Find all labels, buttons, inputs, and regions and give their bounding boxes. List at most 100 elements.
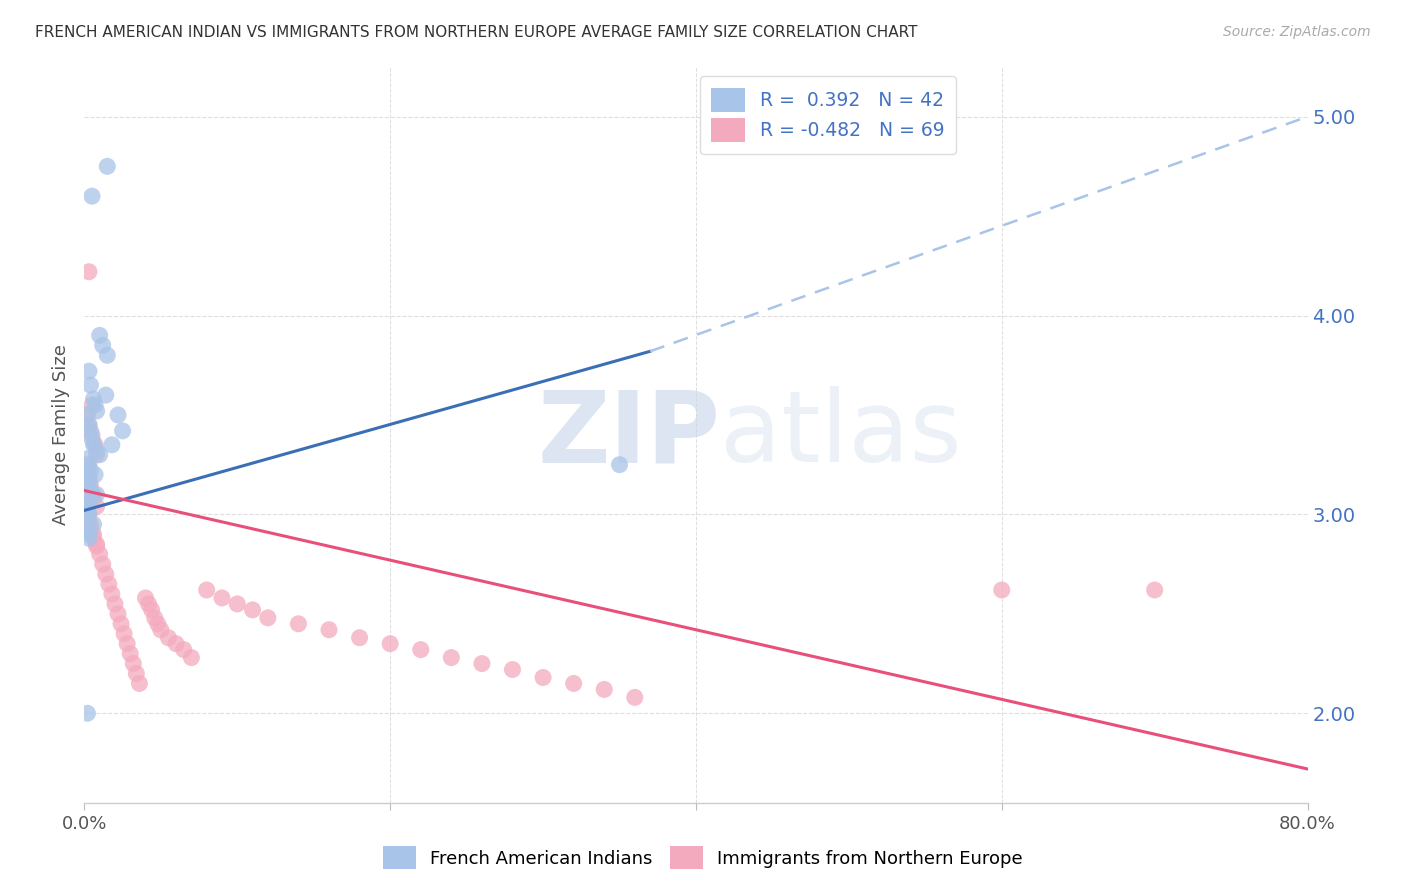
Point — [79, 483, 101, 498]
Point — [80, 432, 103, 446]
Point — [77, 467, 100, 482]
Point — [125, 666, 148, 681]
Point — [76, 706, 98, 721]
Point — [89, 328, 111, 343]
Point — [77, 417, 100, 432]
Point — [83, 392, 105, 406]
Point — [77, 527, 100, 541]
Point — [76, 451, 98, 466]
Point — [76, 458, 98, 472]
Point — [79, 517, 101, 532]
Point — [110, 616, 132, 631]
Point — [80, 398, 103, 412]
Point — [112, 626, 135, 640]
Point — [91, 338, 114, 352]
Point — [80, 189, 103, 203]
Point — [287, 616, 309, 631]
Point — [77, 477, 100, 491]
Point — [96, 348, 118, 362]
Point — [83, 487, 105, 501]
Point — [84, 398, 107, 412]
Point — [79, 464, 101, 478]
Point — [86, 443, 108, 458]
Point — [122, 657, 145, 671]
Point — [349, 631, 371, 645]
Point — [211, 591, 233, 605]
Point — [77, 508, 100, 522]
Point — [79, 524, 101, 538]
Point — [1143, 582, 1166, 597]
Y-axis label: Average Family Size: Average Family Size — [52, 344, 70, 525]
Point — [76, 503, 98, 517]
Point — [180, 650, 202, 665]
Point — [101, 587, 124, 601]
Point — [624, 690, 647, 705]
Point — [84, 467, 107, 482]
Point — [143, 611, 166, 625]
Point — [76, 491, 98, 506]
Point — [562, 676, 585, 690]
Point — [120, 647, 142, 661]
Point — [94, 388, 117, 402]
Point — [79, 483, 101, 498]
Legend: R =  0.392   N = 42, R = -0.482   N = 69: R = 0.392 N = 42, R = -0.482 N = 69 — [700, 77, 956, 153]
Point — [77, 498, 100, 512]
Point — [165, 637, 187, 651]
Point — [79, 424, 101, 438]
Point — [77, 508, 100, 522]
Point — [76, 467, 98, 482]
Point — [173, 642, 195, 657]
Point — [531, 671, 554, 685]
Point — [380, 637, 402, 651]
Point — [86, 448, 108, 462]
Point — [76, 408, 98, 422]
Text: atlas: atlas — [720, 386, 962, 483]
Point — [107, 408, 129, 422]
Point — [89, 547, 111, 561]
Point — [94, 567, 117, 582]
Point — [149, 623, 172, 637]
Point — [141, 603, 163, 617]
Point — [593, 682, 616, 697]
Text: FRENCH AMERICAN INDIAN VS IMMIGRANTS FROM NORTHERN EUROPE AVERAGE FAMILY SIZE CO: FRENCH AMERICAN INDIAN VS IMMIGRANTS FRO… — [35, 25, 918, 40]
Point — [86, 537, 108, 551]
Text: ZIP: ZIP — [537, 386, 720, 483]
Point — [86, 487, 108, 501]
Point — [83, 527, 105, 541]
Point — [77, 472, 100, 486]
Point — [86, 539, 108, 553]
Point — [86, 500, 108, 514]
Point — [242, 603, 264, 617]
Point — [83, 517, 105, 532]
Point — [409, 642, 432, 657]
Point — [471, 657, 494, 671]
Point — [128, 676, 150, 690]
Point — [138, 597, 160, 611]
Point — [79, 378, 101, 392]
Point — [97, 577, 120, 591]
Point — [77, 472, 100, 486]
Point — [96, 159, 118, 173]
Point — [257, 611, 280, 625]
Point — [76, 498, 98, 512]
Point — [226, 597, 249, 611]
Point — [83, 438, 105, 452]
Point — [77, 516, 100, 530]
Point — [80, 428, 103, 442]
Point — [91, 557, 114, 571]
Point — [146, 616, 169, 631]
Point — [115, 637, 138, 651]
Point — [104, 597, 127, 611]
Point — [89, 448, 111, 462]
Point — [76, 408, 98, 422]
Point — [318, 623, 340, 637]
Point — [77, 531, 100, 545]
Point — [609, 458, 631, 472]
Point — [991, 582, 1014, 597]
Point — [101, 438, 124, 452]
Legend: French American Indians, Immigrants from Northern Europe: French American Indians, Immigrants from… — [374, 838, 1032, 879]
Point — [77, 265, 100, 279]
Point — [76, 511, 98, 525]
Point — [135, 591, 157, 605]
Point — [80, 487, 103, 501]
